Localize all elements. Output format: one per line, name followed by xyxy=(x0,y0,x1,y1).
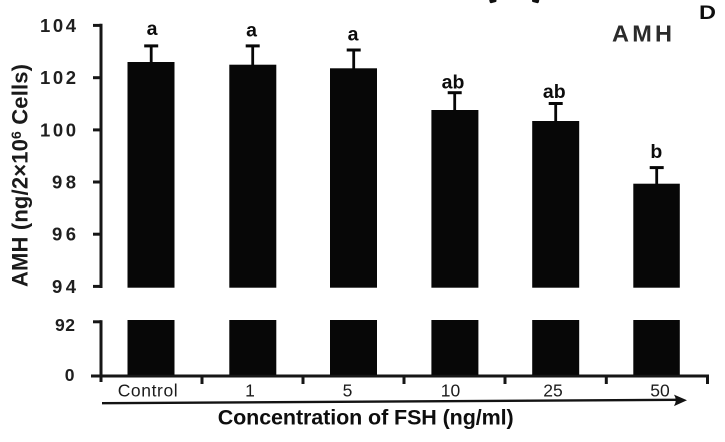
svg-text:ab: ab xyxy=(543,81,566,103)
svg-text:0: 0 xyxy=(65,365,75,385)
svg-text:AMH (ng/2×106 Cells): AMH (ng/2×106 Cells) xyxy=(8,64,33,287)
svg-text:AMH: AMH xyxy=(612,20,672,46)
svg-text:104: 104 xyxy=(40,15,77,36)
svg-text:100: 100 xyxy=(40,119,76,140)
svg-text:a: a xyxy=(147,18,158,40)
svg-text:ab: ab xyxy=(442,72,465,94)
svg-text:25: 25 xyxy=(543,381,562,401)
svg-text:a: a xyxy=(348,23,359,45)
svg-text:b: b xyxy=(650,141,662,163)
svg-text:5: 5 xyxy=(343,381,353,401)
svg-text:Concentration of FSH (ng/ml): Concentration of FSH (ng/ml) xyxy=(218,406,514,430)
svg-text:1: 1 xyxy=(245,381,255,401)
svg-text:a: a xyxy=(246,19,257,41)
svg-text:50: 50 xyxy=(650,381,670,401)
svg-text:92: 92 xyxy=(55,315,75,335)
svg-text:102: 102 xyxy=(40,67,76,88)
svg-text:Control: Control xyxy=(118,381,178,401)
svg-text:D: D xyxy=(699,2,716,24)
svg-text:10: 10 xyxy=(441,381,461,401)
